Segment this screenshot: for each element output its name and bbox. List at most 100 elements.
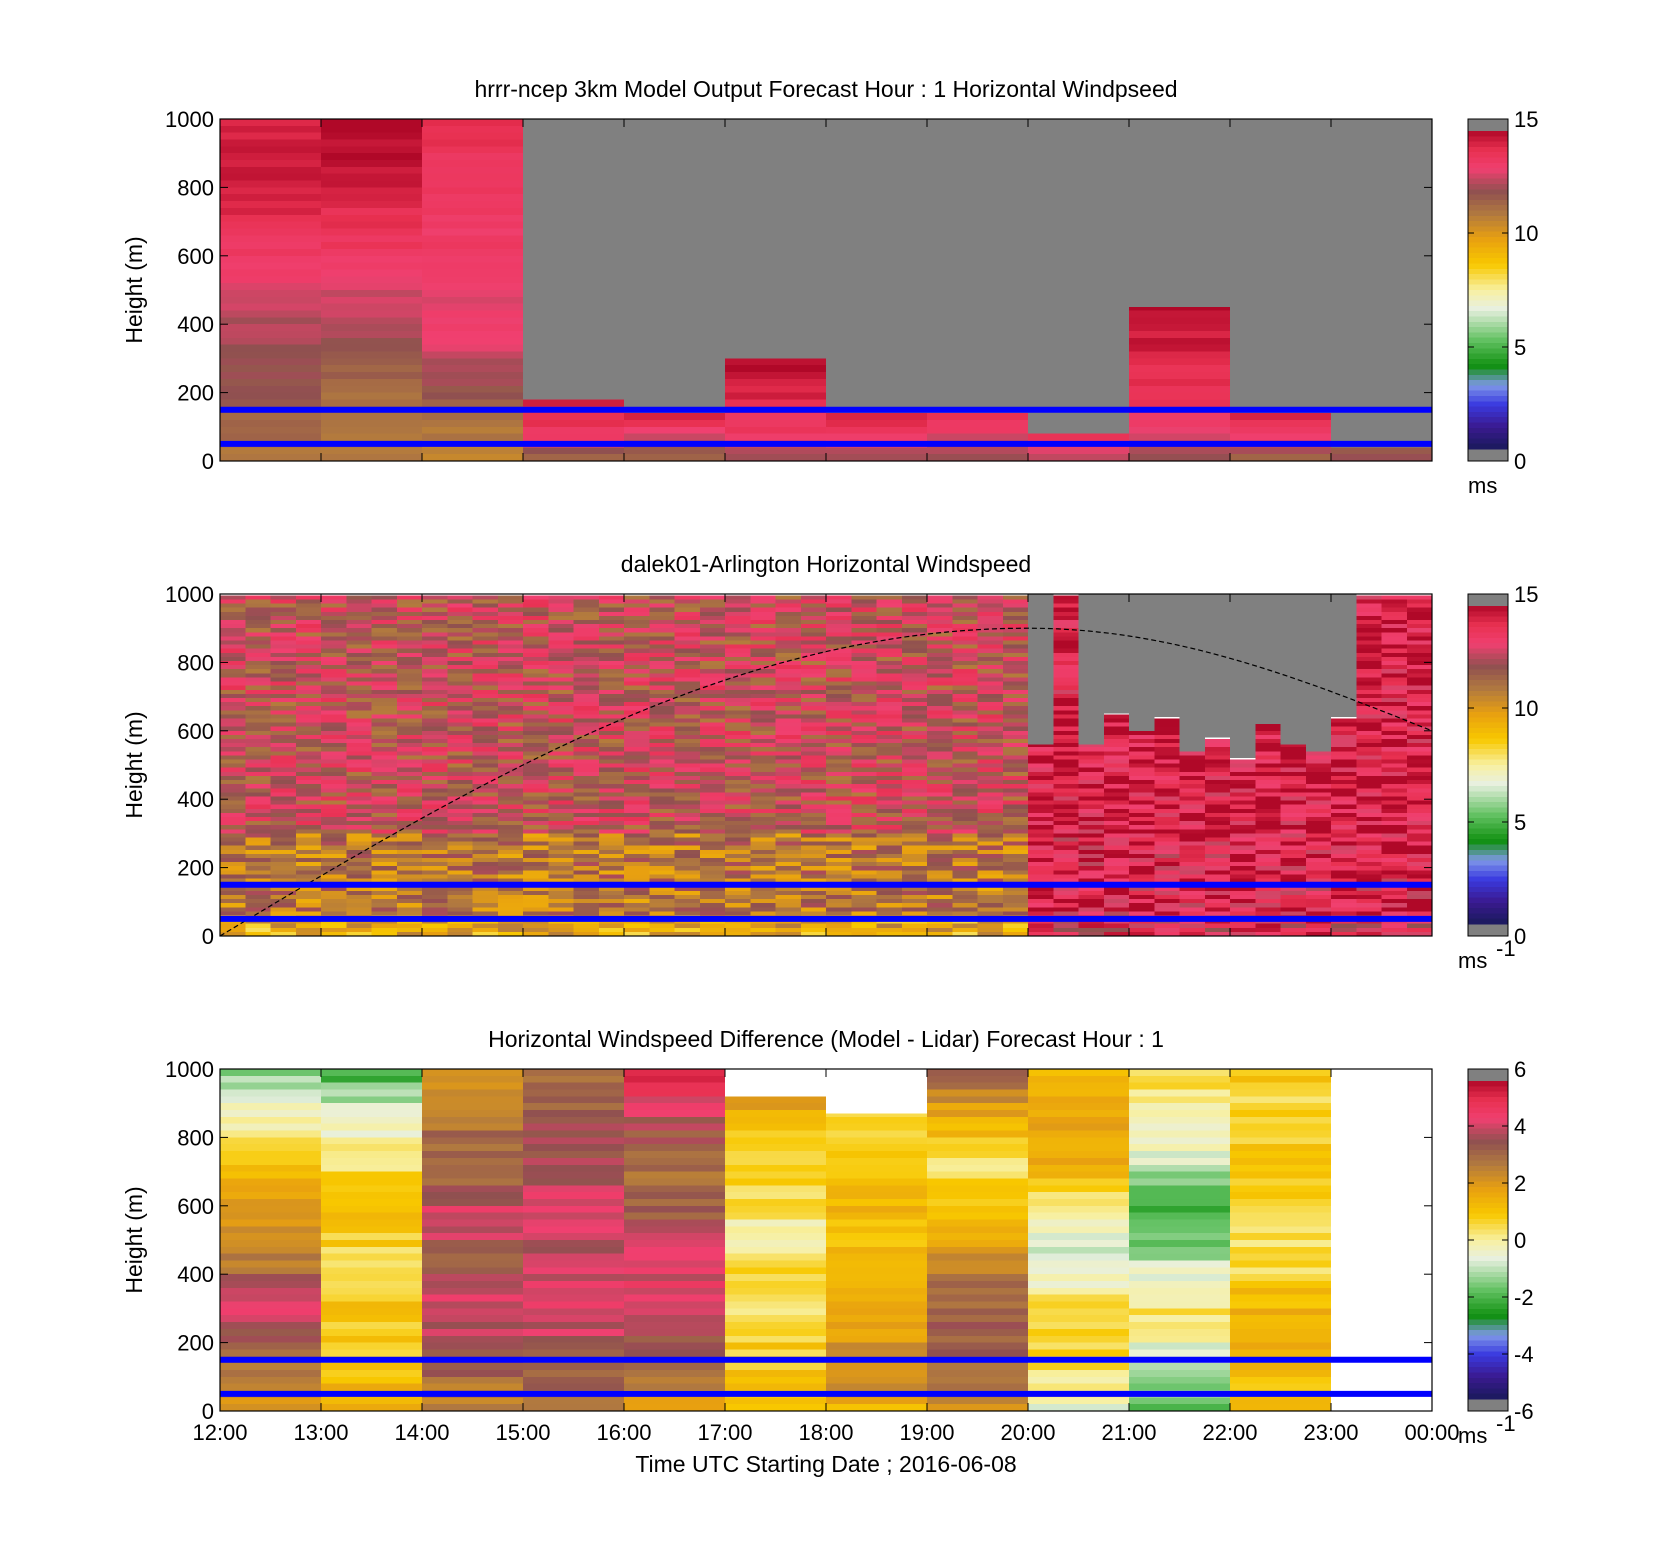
difference-cell — [1129, 1103, 1230, 1111]
difference-cell — [1230, 1287, 1331, 1295]
lidar-cell — [497, 775, 523, 781]
lidar-cell — [649, 780, 675, 785]
difference-cell — [624, 1233, 725, 1240]
difference-cell — [523, 1089, 624, 1097]
lidar-cell — [699, 808, 725, 813]
lidar-cell — [1154, 718, 1180, 723]
difference-cell — [1129, 1130, 1230, 1138]
lidar-cell — [472, 669, 498, 674]
lidar-cell — [1255, 743, 1281, 748]
lidar-cell — [1432, 641, 1457, 645]
colorbar-swatch — [1468, 1181, 1508, 1188]
lidar-cell — [1406, 759, 1432, 764]
lidar-cell — [1179, 923, 1205, 928]
lidar-cell — [548, 730, 574, 735]
lidar-cell — [725, 665, 751, 670]
colorbar-swatch — [1468, 833, 1508, 840]
lidar-cell — [876, 894, 902, 900]
difference-cell — [321, 1171, 422, 1179]
lidar-cell — [1406, 825, 1432, 830]
lidar-cell — [952, 652, 978, 657]
lidar-cell — [220, 611, 246, 616]
model-cell — [321, 262, 422, 270]
lidar-cell — [245, 816, 271, 822]
model-cell — [321, 180, 422, 188]
lidar-cell — [851, 751, 877, 756]
lidar-cell — [1432, 784, 1457, 788]
lidar-cell — [523, 693, 549, 698]
lidar-cell — [1381, 845, 1407, 850]
difference-cell — [624, 1185, 725, 1193]
colorbar-swatch — [1468, 184, 1508, 190]
lidar-cell — [422, 611, 448, 616]
lidar-cell — [901, 706, 927, 711]
lidar-cell — [548, 788, 574, 793]
lidar-cell — [497, 615, 523, 620]
lidar-cell — [952, 870, 978, 875]
lidar-cell — [1053, 894, 1079, 900]
difference-cell — [220, 1376, 321, 1384]
model-cell — [1028, 454, 1129, 461]
lidar-cell — [699, 907, 725, 912]
lidar-cell — [346, 747, 372, 752]
lidar-cell — [1406, 718, 1432, 723]
lidar-nodata-cell — [1028, 594, 1054, 745]
model-cell — [725, 413, 826, 420]
lidar-cell — [1381, 652, 1407, 657]
lidar-cell — [1129, 730, 1155, 735]
lidar-cell — [1028, 821, 1054, 826]
lidar-cell — [573, 751, 599, 756]
lidar-cell — [497, 849, 523, 854]
lidar-cell — [1078, 759, 1104, 764]
lidar-cell — [1255, 886, 1281, 891]
lidar-cell — [573, 619, 599, 625]
lidar-cell — [901, 652, 927, 657]
model-cell — [321, 146, 422, 154]
model-cell — [1230, 447, 1331, 455]
lidar-cell — [371, 615, 397, 620]
lidar-cell — [1154, 878, 1180, 883]
lidar-cell — [1002, 845, 1028, 850]
lidar-cell — [1204, 853, 1230, 859]
lidar-cell — [851, 800, 877, 805]
lidar-cell — [1053, 931, 1079, 936]
lidar-cell — [346, 619, 372, 625]
lidar-cell — [649, 656, 675, 662]
difference-cell — [220, 1178, 321, 1186]
lidar-cell — [220, 812, 246, 817]
lidar-cell — [1028, 890, 1054, 895]
lidar-cell — [901, 812, 927, 817]
colorbar-tick-label: -6 — [1514, 1399, 1534, 1424]
lidar-cell — [1154, 829, 1180, 834]
lidar-cell — [598, 862, 624, 867]
lidar-cell — [371, 923, 397, 928]
lidar-cell — [321, 628, 347, 633]
difference-cell — [725, 1404, 826, 1411]
difference-cell — [523, 1130, 624, 1138]
lidar-cell — [1381, 743, 1407, 748]
lidar-cell — [548, 677, 574, 682]
lidar-cell — [1179, 763, 1205, 768]
lidar-cell — [1356, 858, 1382, 863]
difference-cell — [523, 1349, 624, 1357]
lidar-cell — [624, 661, 650, 666]
difference-cell — [725, 1123, 826, 1131]
lidar-cell — [321, 763, 347, 768]
lidar-cell — [245, 706, 271, 711]
lidar-cell — [725, 648, 751, 653]
difference-cell — [1129, 1287, 1230, 1295]
lidar-cell — [371, 747, 397, 752]
difference-cell — [624, 1164, 725, 1172]
lidar-cell — [1331, 853, 1357, 859]
lidar-cell — [952, 677, 978, 682]
lidar-cell — [1381, 640, 1407, 645]
lidar-cell — [624, 751, 650, 756]
lidar-cell — [396, 755, 422, 760]
lidar-cell — [674, 656, 700, 662]
lidar-cell — [422, 841, 448, 846]
colorbar-swatch — [1468, 1112, 1508, 1119]
lidar-cell — [851, 825, 877, 830]
lidar-cell — [1305, 870, 1331, 875]
lidar-cell — [447, 771, 473, 776]
lidar-cell — [800, 845, 826, 850]
